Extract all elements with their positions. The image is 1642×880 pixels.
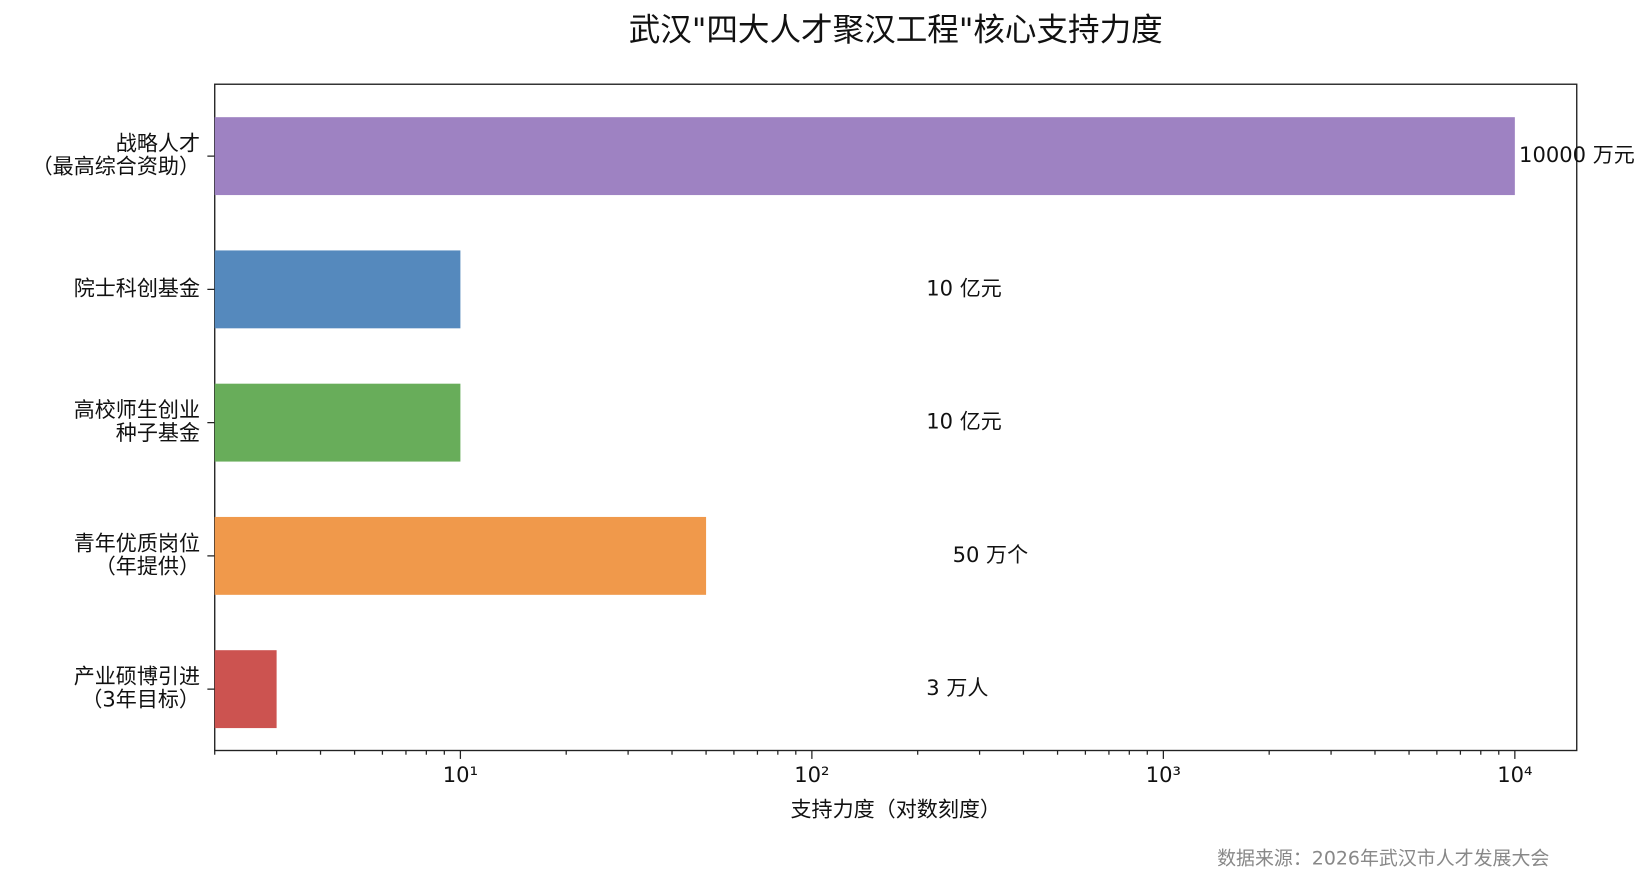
y-tick-label: 产业硕博引进（3年目标） [74, 664, 200, 712]
bar [214, 117, 1515, 196]
value-label: 10000 万元 [1519, 142, 1635, 167]
value-label: 3 万人 [926, 675, 988, 700]
bar [214, 516, 707, 595]
x-tick-label: 10³ [1146, 762, 1181, 787]
value-label: 10 亿元 [926, 275, 1002, 300]
bar [214, 250, 461, 329]
value-label: 10 亿元 [926, 409, 1002, 434]
value-label: 50 万个 [953, 542, 1029, 567]
bar [214, 650, 277, 729]
chart-title: 武汉"四大人才聚汉工程"核心支持力度 [629, 13, 1163, 49]
y-tick-label: 院士科创基金 [74, 275, 200, 300]
x-axis-label: 支持力度（对数刻度） [790, 797, 1000, 822]
x-tick-label: 10¹ [443, 762, 478, 787]
y-tick-label: 高校师生创业种子基金 [74, 397, 200, 445]
bar [214, 383, 461, 462]
source-note: 数据来源：2026年武汉市人才发展大会 [1217, 847, 1549, 869]
x-tick-label: 10² [794, 762, 829, 787]
x-tick-label: 10⁴ [1497, 762, 1532, 787]
y-tick-label: 战略人才（最高综合资助） [32, 131, 200, 179]
y-tick-label: 青年优质岗位（年提供） [74, 530, 200, 578]
